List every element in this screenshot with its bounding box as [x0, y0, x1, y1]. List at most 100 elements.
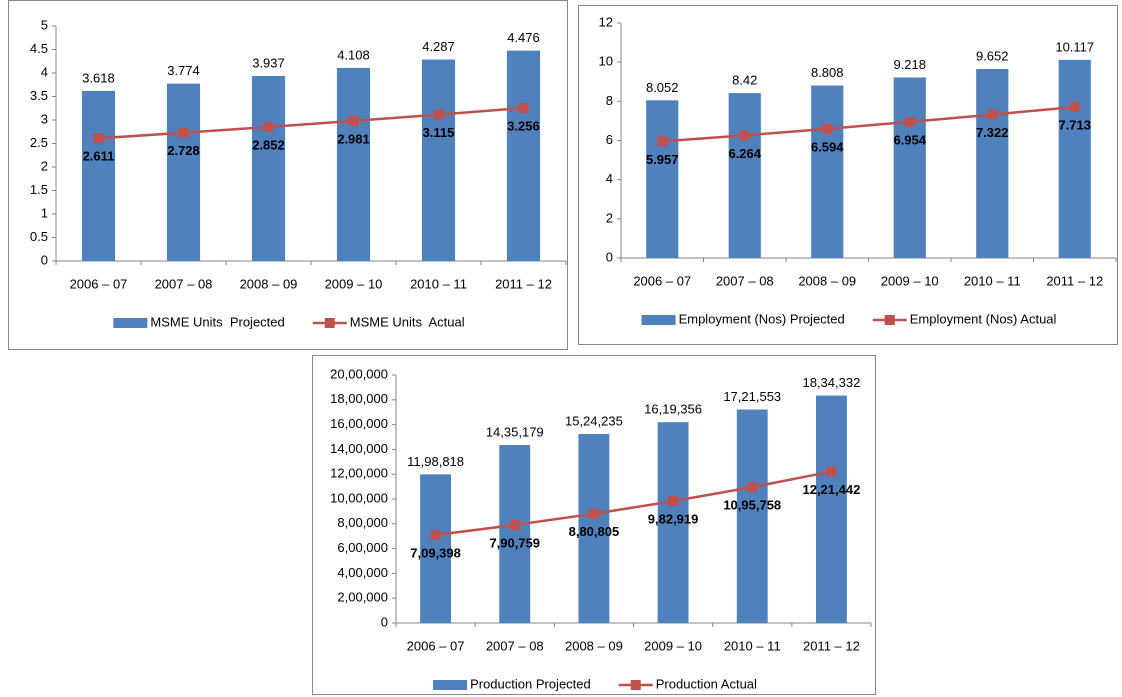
value-label: 16,19,356 — [644, 402, 702, 417]
y-tick-label: 14,00,000 — [330, 441, 388, 456]
bar — [81, 90, 116, 261]
bar — [976, 68, 1009, 259]
marker — [588, 508, 599, 519]
y-tick-label: 4 — [606, 171, 613, 186]
marker — [657, 136, 668, 147]
x-tick-label: 2009 – 10 — [644, 638, 702, 653]
x-tick-label: 2008 – 09 — [798, 273, 856, 288]
chart: 0 2 4 6 8 10 12 2006 – 07 2007 – 08 2008 – 09 2009… — [578, 5, 1118, 345]
legend: MSME Units Projected MSME Units Actual — [113, 314, 465, 329]
x-tick-label: 2008 – 09 — [565, 638, 623, 653]
value-label: 14,35,179 — [486, 424, 544, 439]
value-label: 11,98,818 — [407, 454, 464, 469]
bar — [1058, 59, 1091, 259]
y-tick-label: 10,00,000 — [330, 490, 388, 505]
y-tick-label: 10 — [599, 54, 613, 69]
legend-swatch — [641, 315, 676, 325]
line — [98, 106, 524, 140]
line — [435, 470, 832, 537]
bar — [336, 67, 371, 261]
value-label: 8,80,805 — [569, 524, 620, 539]
marker — [904, 116, 915, 127]
legend-swatch — [433, 680, 468, 690]
y-tick-label: 3 — [41, 111, 48, 126]
bar — [815, 395, 847, 623]
y-tick-label: 12 — [599, 14, 613, 29]
bar — [251, 75, 286, 261]
value-label: 6.264 — [728, 146, 761, 161]
value-label: 9,82,919 — [648, 512, 699, 527]
bar — [811, 85, 844, 258]
value-label: 8.42 — [732, 73, 757, 88]
x-tick-label: 2006 – 07 — [633, 273, 691, 288]
marker — [263, 121, 274, 132]
y-tick-label: 20,00,000 — [330, 366, 388, 381]
bar — [166, 83, 201, 261]
value-label: 7.713 — [1058, 117, 1091, 132]
marker — [518, 102, 529, 113]
legend: Employment (Nos) Projected Employment (No… — [641, 311, 1057, 326]
legend-label: Employment (Nos) Actual — [910, 311, 1057, 326]
y-tick-label: 4 — [41, 64, 48, 79]
y-tick-label: 16,00,000 — [330, 416, 388, 431]
y-tick-label: 0 — [381, 614, 388, 629]
value-label: 6.954 — [893, 132, 926, 147]
y-tick-label: 18,00,000 — [330, 391, 388, 406]
marker — [747, 482, 758, 493]
bar — [728, 93, 761, 258]
value-label: 10,95,758 — [723, 498, 781, 513]
marker — [433, 109, 444, 120]
chart: 0 2,00,000 4,00,000 6,00,000 8,00,000 10,00,0… — [312, 355, 876, 695]
bar — [646, 100, 679, 258]
value-label: 7,90,759 — [489, 535, 540, 550]
bar — [499, 445, 531, 623]
value-label: 6.594 — [811, 139, 844, 154]
legend-label: Employment (Nos) Projected — [679, 311, 845, 326]
value-label: 3.937 — [252, 55, 285, 70]
y-tick-label: 5 — [41, 17, 48, 32]
y-tick-label: 8 — [606, 93, 613, 108]
legend-label: MSME Units Actual — [350, 314, 465, 329]
bar — [578, 433, 610, 623]
y-tick-label: 0 — [606, 249, 613, 264]
bar — [506, 50, 541, 262]
x-tick-label: 2011 – 12 — [495, 276, 552, 291]
x-tick-label: 2010 – 11 — [724, 638, 781, 653]
value-label: 2.981 — [337, 131, 370, 146]
bar — [893, 77, 926, 258]
value-label: 2.852 — [252, 137, 285, 152]
x-tick-label: 2007 – 08 — [155, 276, 213, 291]
legend-label: MSME Units Projected — [150, 314, 284, 329]
marker — [93, 133, 104, 144]
value-label: 4.476 — [507, 30, 540, 45]
line — [662, 105, 1075, 143]
value-label: 9.652 — [976, 48, 1009, 63]
marker — [430, 530, 441, 541]
value-label: 12,21,442 — [802, 482, 860, 497]
marker — [178, 127, 189, 138]
value-label: 3.774 — [167, 63, 200, 78]
y-tick-label: 0.5 — [30, 229, 48, 244]
value-label: 3.256 — [507, 118, 540, 133]
value-label: 18,34,332 — [802, 375, 860, 390]
x-tick-label: 2011 – 12 — [1046, 273, 1103, 288]
y-tick-label: 6 — [606, 132, 613, 147]
marker — [987, 109, 998, 120]
bar — [657, 422, 689, 623]
y-tick-label: 2 — [41, 158, 48, 173]
marker — [822, 123, 833, 134]
value-label: 3.618 — [82, 70, 115, 85]
value-label: 15,24,235 — [565, 413, 623, 428]
legend-label: Production Projected — [470, 676, 591, 691]
marker — [509, 519, 520, 530]
value-label: 4.287 — [422, 39, 455, 54]
x-tick-label: 2010 – 11 — [964, 273, 1021, 288]
y-tick-label: 2.5 — [30, 135, 48, 150]
marker — [1069, 101, 1080, 112]
x-tick-label: 2006 – 07 — [407, 638, 465, 653]
value-label: 9.218 — [893, 57, 926, 72]
y-tick-label: 4,00,000 — [337, 565, 388, 580]
bar — [420, 474, 452, 623]
value-label: 5.957 — [646, 152, 679, 167]
